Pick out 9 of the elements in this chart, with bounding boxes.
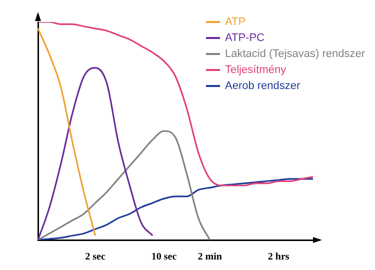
x-tick-label: 2 min bbox=[198, 252, 222, 263]
legend-label: ATP-PC bbox=[224, 31, 265, 46]
legend-label: ATP bbox=[224, 15, 246, 30]
legend-label: Aerob rendszer bbox=[224, 79, 300, 94]
legend-label: Teljesítmény bbox=[224, 63, 286, 78]
legend-label: Laktacid (Tejsavas) rendszer bbox=[224, 47, 365, 62]
x-tick-label: 10 sec bbox=[151, 252, 178, 263]
x-tick-label: 2 hrs bbox=[268, 252, 290, 263]
x-tick-label: 2 sec bbox=[85, 252, 106, 263]
